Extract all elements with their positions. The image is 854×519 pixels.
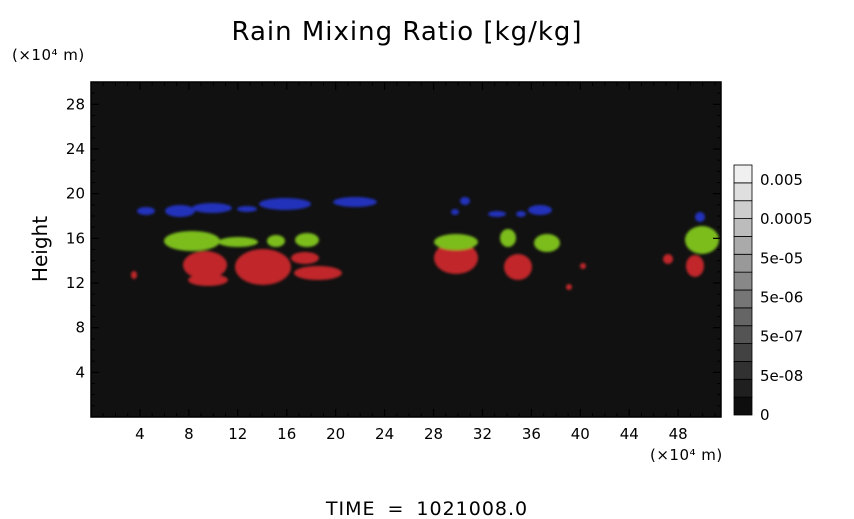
y-axis-label: Height <box>28 216 52 282</box>
colorbar-label: 0.0005 <box>760 210 813 228</box>
red-layer-patch <box>291 252 319 264</box>
x-tick-label: 20 <box>326 425 345 443</box>
blue-layer-patch <box>528 205 552 215</box>
green-layer-patch <box>534 234 560 252</box>
red-layer-patch <box>131 271 137 279</box>
x-tick-label: 48 <box>669 425 688 443</box>
rain-field <box>131 197 719 290</box>
green-layer-patch <box>685 226 719 254</box>
y-unit-label: (×10⁴ m) <box>12 46 85 64</box>
colorbar-label: 0 <box>760 406 770 424</box>
colorbar-label: 5e-07 <box>760 328 803 346</box>
blue-layer-patch <box>165 205 195 217</box>
colorbar-swatch <box>733 200 753 219</box>
colorbar-swatch <box>733 218 753 237</box>
red-layer-patch <box>235 249 291 285</box>
colorbar-swatch <box>733 343 753 362</box>
y-tick-label: 16 <box>66 229 85 247</box>
colorbar-swatch <box>733 307 753 327</box>
y-tick-label: 4 <box>75 363 85 381</box>
colorbar-swatch <box>733 236 753 255</box>
colorbar-swatch <box>733 164 753 184</box>
blue-layer-patch <box>259 198 311 210</box>
x-tick-label: 28 <box>424 425 443 443</box>
red-layer-patch <box>188 274 228 286</box>
blue-layer-patch <box>333 197 377 207</box>
red-layer-patch <box>183 251 227 279</box>
red-layer-patch <box>294 266 342 280</box>
x-tick-label: 16 <box>277 425 296 443</box>
blue-layer-patch <box>695 212 705 222</box>
red-layer-patch <box>566 284 572 290</box>
blue-layer-patch <box>137 207 155 215</box>
red-layer-patch <box>580 263 586 269</box>
colorbar-swatch <box>733 361 753 380</box>
green-layer-patch <box>500 229 516 247</box>
y-tick-label: 8 <box>75 319 85 337</box>
green-layer-patch <box>267 235 285 247</box>
blue-layer-patch <box>192 203 232 213</box>
red-layer-patch <box>504 254 532 280</box>
x-tick-label: 24 <box>375 425 394 443</box>
green-layer-patch <box>164 231 220 251</box>
colorbar-swatch <box>733 396 753 416</box>
blue-layer-patch <box>488 211 506 217</box>
blue-layer-patch <box>460 197 470 205</box>
blue-layer-patch <box>516 211 526 217</box>
x-tick-label: 12 <box>228 425 247 443</box>
x-axis-ticks: 4 8 12 16 20 24 28 32 36 40 44 48 <box>102 82 716 443</box>
blue-layer-patch <box>451 209 459 215</box>
colorbar-swatch <box>733 378 753 398</box>
colorbar-swatch <box>733 182 753 202</box>
red-layer-patch <box>663 254 673 264</box>
y-tick-label: 20 <box>66 185 85 203</box>
time-readout: TIME = 1021008.0 <box>325 498 528 519</box>
red-layer-patch <box>686 255 704 277</box>
x-tick-label: 44 <box>620 425 639 443</box>
colorbar-swatch <box>733 325 753 344</box>
time-label: TIME <box>325 498 376 519</box>
colorbar: 0.005 0.0005 5e-05 5e-06 5e-07 5e-08 0 <box>733 164 813 424</box>
colorbar-swatch <box>733 253 753 273</box>
time-value: 1021008.0 <box>416 498 528 519</box>
colorbar-swatch <box>733 271 753 291</box>
colorbar-label: 5e-05 <box>760 249 803 267</box>
y-tick-label: 12 <box>66 274 85 292</box>
green-layer-patch <box>295 233 319 247</box>
y-tick-label: 28 <box>66 95 85 113</box>
y-axis-ticks: 4 8 12 16 20 24 28 <box>66 92 721 407</box>
x-tick-label: 8 <box>184 425 194 443</box>
green-layer-patch <box>434 234 478 250</box>
colorbar-label: 5e-06 <box>760 289 803 307</box>
green-layer-patch <box>218 237 258 247</box>
x-tick-label: 40 <box>571 425 590 443</box>
plot-area <box>90 81 722 418</box>
y-tick-label: 24 <box>66 140 85 158</box>
colorbar-label: 0.005 <box>760 171 803 189</box>
x-unit-label: (×10⁴ m) <box>650 446 723 464</box>
x-tick-label: 4 <box>135 425 145 443</box>
red-layer-patch <box>434 242 478 274</box>
x-tick-label: 36 <box>522 425 541 443</box>
colorbar-label: 5e-08 <box>760 367 803 385</box>
colorbar-swatch <box>733 289 753 309</box>
x-tick-label: 32 <box>473 425 492 443</box>
blue-layer-patch <box>237 206 257 212</box>
chart-title: Rain Mixing Ratio [kg/kg] <box>231 17 582 47</box>
